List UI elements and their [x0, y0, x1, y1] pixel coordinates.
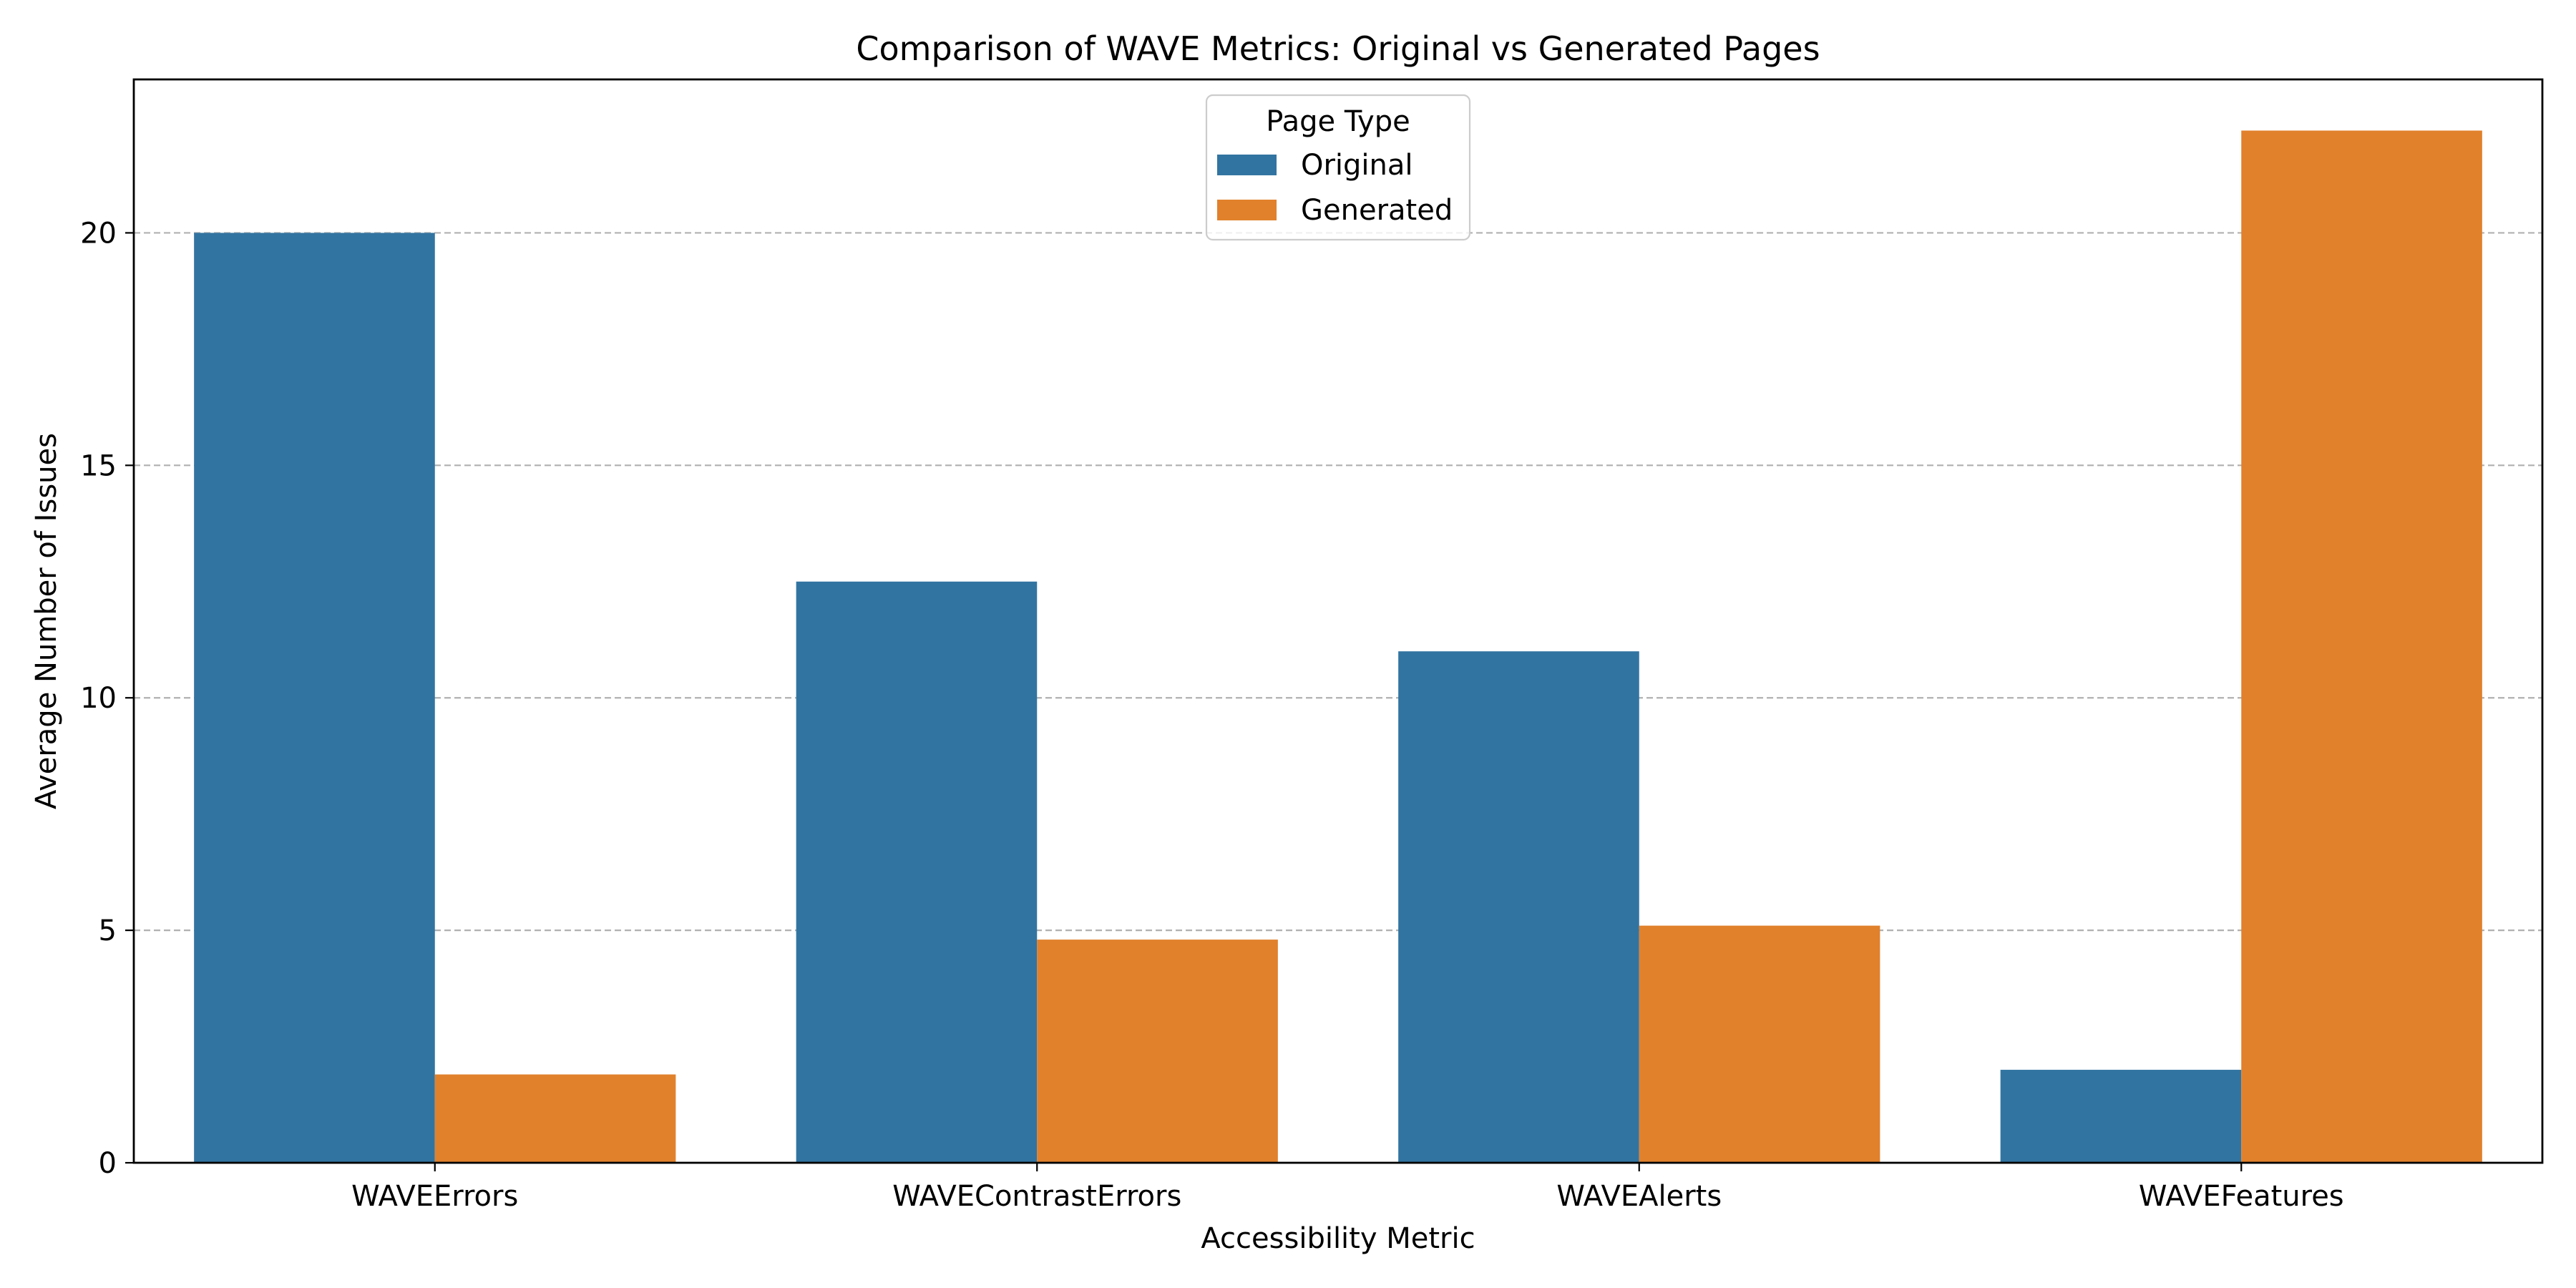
- bar-original-wavecontrasterrors: [796, 581, 1038, 1163]
- y-tick-label-15: 15: [80, 449, 117, 482]
- x-axis: WAVEErrors WAVEContrastErrors WAVEAlerts WA…: [351, 1163, 2344, 1213]
- legend-swatch-generated: [1217, 200, 1277, 220]
- y-tick-label-5: 5: [99, 914, 117, 947]
- y-axis: 0 5 10 15 20: [80, 217, 134, 1180]
- legend-label-generated: Generated: [1301, 194, 1453, 227]
- bar-generated-wavealerts: [1639, 925, 1880, 1163]
- y-tick-label-10: 10: [80, 682, 117, 715]
- y-axis-label: Average Number of Issues: [30, 433, 63, 809]
- bar-original-wavefeatures: [2000, 1070, 2242, 1163]
- legend: Page Type Original Generated: [1205, 94, 1471, 241]
- legend-swatch-original: [1217, 155, 1277, 175]
- x-tick-label-wavealerts: WAVEAlerts: [1556, 1180, 1722, 1213]
- legend-title: Page Type: [1266, 105, 1410, 138]
- x-axis-label: Accessibility Metric: [1201, 1222, 1475, 1255]
- bar-original-waveerrors: [194, 233, 435, 1163]
- x-tick-label-wavecontrasterrors: WAVEContrastErrors: [892, 1180, 1181, 1213]
- bar-generated-wavecontrasterrors: [1037, 940, 1278, 1163]
- x-tick-label-waveerrors: WAVEErrors: [351, 1180, 518, 1213]
- plot-frame: [132, 78, 2544, 1164]
- bars: [194, 130, 2482, 1163]
- chart-title: Comparison of WAVE Metrics: Original vs …: [856, 29, 1820, 68]
- legend-label-original: Original: [1301, 149, 1413, 182]
- x-tick-label-wavefeatures: WAVEFeatures: [2139, 1180, 2344, 1213]
- bar-original-wavealerts: [1398, 651, 1639, 1163]
- bar-generated-wavefeatures: [2241, 130, 2482, 1163]
- y-tick-label-0: 0: [99, 1147, 117, 1180]
- y-tick-label-20: 20: [80, 217, 117, 250]
- bar-generated-waveerrors: [434, 1074, 676, 1163]
